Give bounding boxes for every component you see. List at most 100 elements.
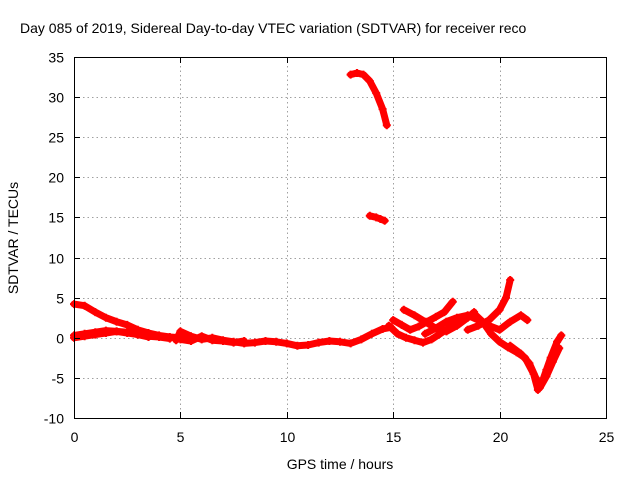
y-tick-label: 0 (56, 331, 64, 347)
data-point (219, 337, 227, 345)
y-tick-label: 35 (48, 50, 64, 66)
data-point (80, 301, 89, 310)
y-tick-label: 25 (48, 130, 64, 146)
chart-title: Day 085 of 2019, Sidereal Day-to-day VTE… (20, 20, 526, 36)
data-point (144, 333, 153, 341)
x-tick-label: 25 (599, 429, 615, 445)
data-point (421, 317, 430, 326)
y-tick-label: 15 (48, 210, 64, 226)
data-point (304, 341, 313, 349)
data-point (453, 313, 461, 322)
data-point (101, 329, 110, 337)
data-point (525, 359, 534, 368)
y-tick-label: 30 (48, 90, 64, 106)
data-point (155, 333, 164, 341)
data-point (365, 77, 374, 86)
data-point (440, 308, 449, 317)
data-point (336, 337, 344, 346)
y-tick-label: 20 (48, 170, 64, 186)
series-arc-5 (176, 332, 249, 347)
series-arc-14 (506, 341, 564, 392)
y-axis-label: SDTVAR / TECUs (5, 182, 21, 294)
data-point (495, 337, 504, 346)
data-point (372, 213, 381, 222)
data-point (506, 317, 515, 326)
data-point (378, 105, 387, 114)
data-point (187, 337, 195, 345)
data-point (442, 327, 451, 336)
data-point (531, 373, 540, 382)
data-point (555, 344, 564, 353)
data-point (502, 293, 510, 302)
data-point (506, 341, 515, 350)
data-point (553, 337, 562, 346)
data-point (442, 317, 451, 326)
data-point (542, 372, 551, 381)
data-point (470, 309, 479, 318)
data-point (250, 338, 259, 347)
data-point (427, 335, 436, 344)
data-point (91, 330, 100, 339)
x-tick-label: 5 (177, 429, 185, 445)
data-point (91, 308, 100, 317)
data-point (325, 337, 334, 345)
data-point (359, 70, 368, 79)
data-point (557, 331, 566, 340)
series-arc-6 (346, 69, 391, 130)
x-tick-label: 20 (493, 429, 509, 445)
data-point (314, 338, 323, 347)
series-arc-12 (463, 276, 515, 334)
x-axis-label: GPS time / hours (287, 456, 394, 472)
data-point (357, 335, 366, 344)
data-point (548, 357, 557, 366)
data-point (112, 327, 121, 336)
data-point (101, 313, 110, 322)
data-point (506, 276, 515, 284)
y-tick-label: 10 (48, 251, 64, 267)
data-point (133, 330, 142, 339)
data-point (393, 329, 402, 338)
data-point (382, 121, 391, 130)
x-tick-label: 10 (280, 429, 296, 445)
data-point (478, 317, 487, 326)
data-point (406, 325, 415, 334)
data-point (431, 324, 440, 333)
data-point (376, 215, 385, 223)
data-point (536, 383, 544, 392)
data-point (112, 317, 121, 326)
data-series (70, 69, 566, 394)
data-point (282, 339, 291, 348)
data-point (495, 305, 504, 314)
data-point (123, 320, 132, 329)
data-point (421, 329, 430, 338)
data-point (448, 297, 457, 306)
data-point (372, 89, 381, 98)
data-point (272, 337, 281, 346)
data-point (523, 316, 532, 325)
data-point (384, 321, 393, 330)
data-point (176, 327, 185, 336)
plot-frame (74, 57, 607, 419)
data-point (419, 338, 427, 347)
y-tick-label: -5 (52, 371, 65, 387)
series-line (506, 342, 563, 391)
data-point (495, 325, 504, 334)
data-point (80, 332, 89, 341)
data-point (261, 337, 270, 345)
data-point (346, 339, 355, 348)
x-tick-label: 15 (386, 429, 402, 445)
data-point (399, 305, 408, 314)
data-point (197, 332, 206, 341)
axis-ticks: 0 5 10 15 20 25 -10 -5 0 5 10 15 20 25 30 35 (44, 50, 615, 446)
data-point (365, 211, 374, 220)
data-point (397, 320, 406, 329)
series-arc-7 (365, 211, 389, 225)
data-point (229, 338, 238, 347)
data-point (346, 70, 355, 79)
data-point (240, 337, 249, 345)
y-tick-label: 5 (56, 291, 64, 307)
data-point (410, 311, 419, 320)
data-point (208, 336, 217, 345)
data-point (410, 336, 419, 345)
